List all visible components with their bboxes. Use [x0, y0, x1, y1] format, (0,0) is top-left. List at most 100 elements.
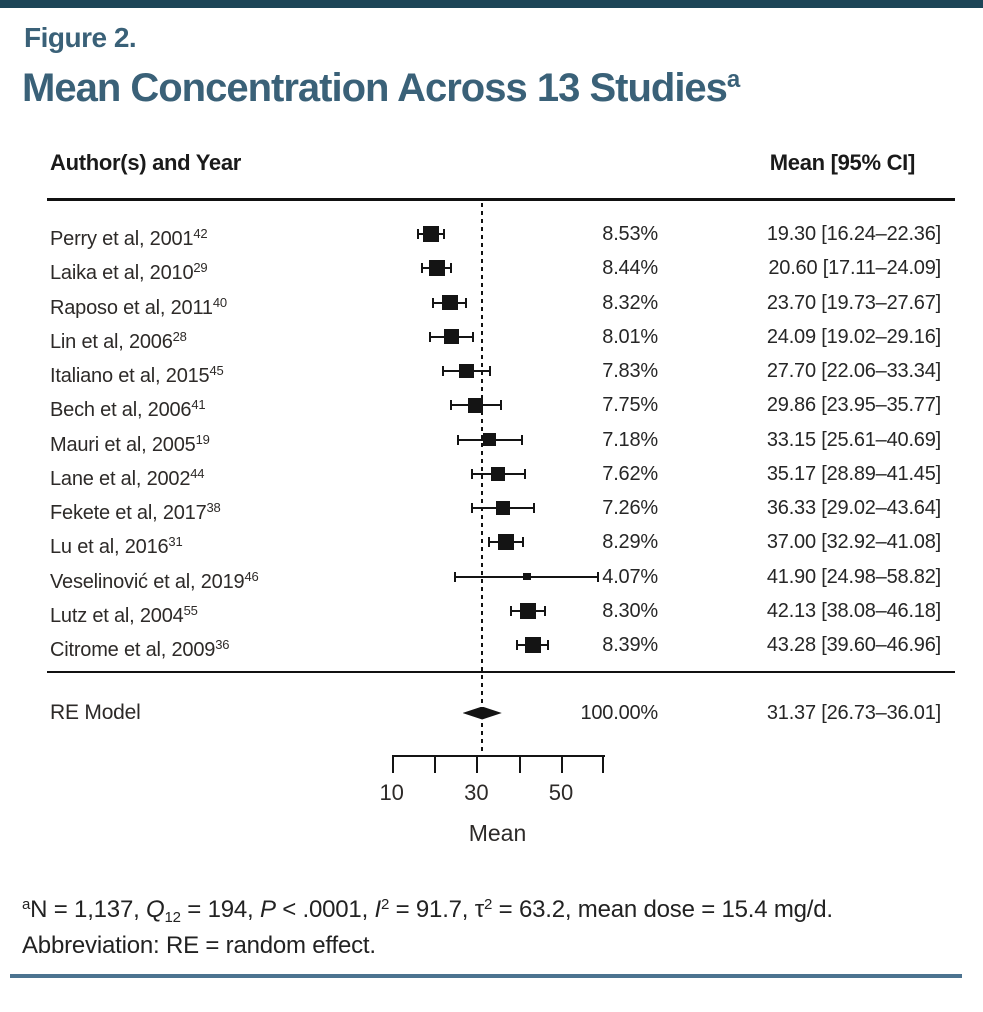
- footnote-segment: 2: [380, 896, 390, 913]
- footnote-segment: P: [259, 896, 276, 923]
- footnote-segment: 12: [164, 909, 182, 926]
- study-author-label: Mauri et al, 200519: [50, 424, 210, 456]
- study-reference-number: 28: [172, 328, 187, 344]
- study-author-text: Lin et al, 2006: [50, 330, 173, 353]
- point-estimate-square: [443, 329, 459, 345]
- summary-divider-rule: [47, 671, 955, 673]
- study-weight-percent: 7.83%: [602, 360, 658, 382]
- column-header-mean-ci: Mean [95% CI]: [769, 150, 916, 175]
- footnote-segment: = 63.2, mean dose = 15.4 mg/d.: [492, 896, 833, 923]
- study-author-label: Perry et al, 200142: [50, 218, 208, 250]
- ci-cap-right: [450, 263, 453, 274]
- x-axis-tick: [560, 755, 563, 773]
- footnote-statistics: aN = 1,137, Q12 = 194, P < .0001, I2 = 9…: [22, 896, 833, 926]
- study-weight-percent: 4.07%: [602, 565, 658, 588]
- study-author-label: Citrome et al, 200936: [50, 629, 229, 661]
- summary-model-label: RE Model: [50, 701, 141, 724]
- ci-cap-left: [471, 503, 474, 513]
- point-estimate-square: [441, 294, 458, 311]
- point-estimate-square: [498, 534, 514, 551]
- study-mean-ci-value: 19.30 [16.24–22.36]: [766, 223, 941, 245]
- study-reference-number: 42: [193, 226, 208, 241]
- figure-number-label: Figure 2.: [24, 22, 137, 53]
- study-reference-number: 31: [168, 534, 183, 550]
- study-reference-number: 40: [212, 294, 227, 310]
- ci-cap-left: [441, 366, 444, 376]
- study-author-label: Laika et al, 201029: [50, 252, 208, 285]
- footnote-segment: I: [374, 896, 382, 923]
- study-mean-ci-value: 27.70 [22.06–33.34]: [766, 360, 941, 382]
- x-axis-tick: [476, 755, 479, 773]
- point-estimate-square: [519, 602, 536, 619]
- study-author-label: Lane et al, 200244: [50, 458, 205, 490]
- figure-title-text: Mean Concentration Across 13 Studies: [22, 66, 728, 110]
- point-estimate-square: [482, 432, 497, 447]
- ci-cap-right: [533, 503, 536, 513]
- study-mean-ci-value: 43.28 [39.60–46.96]: [766, 634, 941, 656]
- summary-mean-ci-value: 31.37 [26.73–36.01]: [766, 702, 941, 724]
- x-axis-title: Mean: [468, 820, 527, 846]
- ci-cap-left: [420, 263, 423, 274]
- x-axis-tick: [391, 755, 394, 773]
- summary-weight-percent: 100.00%: [580, 702, 658, 724]
- x-axis-tick: [434, 755, 437, 773]
- ci-cap-right: [597, 571, 600, 582]
- summary-diamond: [462, 706, 502, 720]
- ci-cap-right: [543, 605, 546, 616]
- x-axis-tick: [518, 755, 521, 773]
- x-axis-tick-label: 10: [379, 780, 404, 805]
- study-author-text: Lane et al, 2002: [50, 467, 191, 490]
- study-mean-ci-value: 35.17 [28.89–41.45]: [766, 462, 941, 485]
- study-author-label: Veselinović et al, 201946: [50, 561, 259, 593]
- x-axis-tick-label: 50: [548, 780, 574, 805]
- study-author-text: Bech et al, 2006: [50, 399, 192, 422]
- footnote-segment: a: [22, 896, 31, 913]
- study-weight-percent: 7.26%: [602, 497, 658, 519]
- ci-cap-right: [523, 468, 526, 479]
- study-author-label: Bech et al, 200641: [50, 389, 206, 422]
- study-author-text: Lu et al, 2016: [50, 536, 169, 559]
- study-reference-number: 45: [209, 363, 224, 378]
- study-weight-percent: 8.39%: [602, 634, 658, 656]
- study-author-label: Lin et al, 200628: [50, 321, 187, 353]
- study-reference-number: 38: [206, 500, 221, 515]
- ci-cap-left: [431, 297, 434, 308]
- ci-cap-right: [465, 297, 468, 308]
- study-reference-number: 36: [215, 637, 230, 652]
- point-estimate-square: [496, 501, 510, 515]
- figure-title: Mean Concentration Across 13 Studiesa: [22, 66, 740, 111]
- footnote-segment: = 194,: [180, 896, 260, 923]
- point-estimate-square: [490, 466, 506, 481]
- ci-cap-left: [515, 640, 518, 650]
- ci-cap-left: [470, 468, 473, 479]
- footnote-abbreviation: Abbreviation: RE = random effect.: [22, 932, 376, 959]
- study-author-text: Lutz et al, 2004: [50, 604, 184, 627]
- study-author-text: Laika et al, 2010: [50, 262, 194, 285]
- study-weight-percent: 7.62%: [602, 462, 658, 485]
- study-weight-percent: 8.30%: [602, 599, 658, 622]
- study-author-text: Raposo et al, 2011: [50, 296, 213, 319]
- study-reference-number: 29: [193, 260, 208, 276]
- footnote-segment: Q: [146, 896, 165, 923]
- study-author-text: Fekete et al, 2017: [50, 502, 207, 524]
- study-author-label: Raposo et al, 201140: [50, 287, 227, 319]
- study-author-label: Lutz et al, 200455: [50, 595, 198, 627]
- study-author-text: Italiano et al, 2015: [50, 365, 210, 387]
- study-mean-ci-value: 20.60 [17.11–24.09]: [768, 257, 941, 280]
- ci-cap-right: [522, 537, 525, 548]
- header-divider-rule: [47, 198, 955, 201]
- study-mean-ci-value: 29.86 [23.95–35.77]: [766, 394, 941, 417]
- study-mean-ci-value: 33.15 [25.61–40.69]: [766, 428, 941, 451]
- footnote-segment: < .0001,: [275, 896, 375, 923]
- ci-cap-left: [428, 331, 431, 342]
- study-author-text: Perry et al, 2001: [50, 228, 194, 250]
- study-mean-ci-value: 41.90 [24.98–58.82]: [766, 565, 941, 588]
- study-reference-number: 46: [244, 568, 259, 584]
- top-accent-bar: [0, 0, 983, 8]
- ci-cap-right: [471, 331, 474, 342]
- footnote-segment: 2: [484, 896, 493, 913]
- study-mean-ci-value: 37.00 [32.92–41.08]: [766, 531, 941, 554]
- point-estimate-square: [459, 363, 475, 379]
